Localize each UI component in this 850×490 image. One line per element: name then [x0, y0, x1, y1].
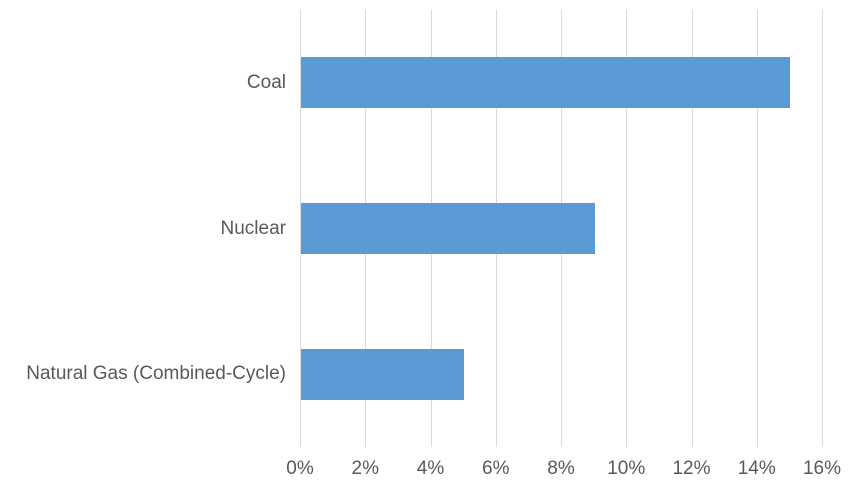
- x-tick-label: 16%: [802, 458, 842, 479]
- bar-natural-gas-combined-cycle: [301, 348, 465, 400]
- x-tick-label: 8%: [547, 458, 575, 479]
- x-tick-label: 10%: [607, 458, 646, 479]
- plot-area: [300, 10, 823, 447]
- category-label-coal: Coal: [246, 71, 286, 93]
- gridline-16: [822, 10, 823, 447]
- x-tick-label: 4%: [416, 458, 445, 479]
- gridline-0: [300, 10, 301, 447]
- bar-nuclear: [301, 203, 595, 254]
- bar-coal: [301, 57, 791, 109]
- gridline-14: [756, 10, 758, 447]
- x-tick-label: 6%: [482, 458, 510, 479]
- gridline-12: [691, 10, 693, 447]
- x-tick-label: 0%: [286, 458, 314, 479]
- gridline-10: [626, 10, 628, 447]
- category-label-nuclear: Nuclear: [220, 217, 286, 239]
- x-tick-label: 12%: [672, 458, 711, 479]
- x-tick-label: 2%: [351, 458, 379, 479]
- x-tick-label: 14%: [737, 458, 776, 479]
- category-label-natural-gas-combined-cycle: Natural Gas (Combined-Cycle): [26, 363, 286, 385]
